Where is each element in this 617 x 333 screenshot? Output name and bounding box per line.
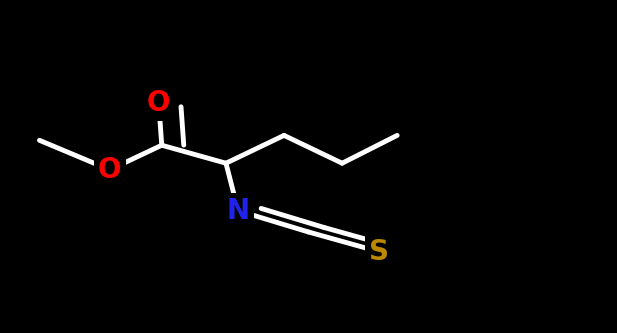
Text: O: O (147, 89, 170, 117)
Text: S: S (369, 238, 389, 266)
Text: O: O (98, 156, 122, 184)
Text: N: N (226, 197, 250, 225)
